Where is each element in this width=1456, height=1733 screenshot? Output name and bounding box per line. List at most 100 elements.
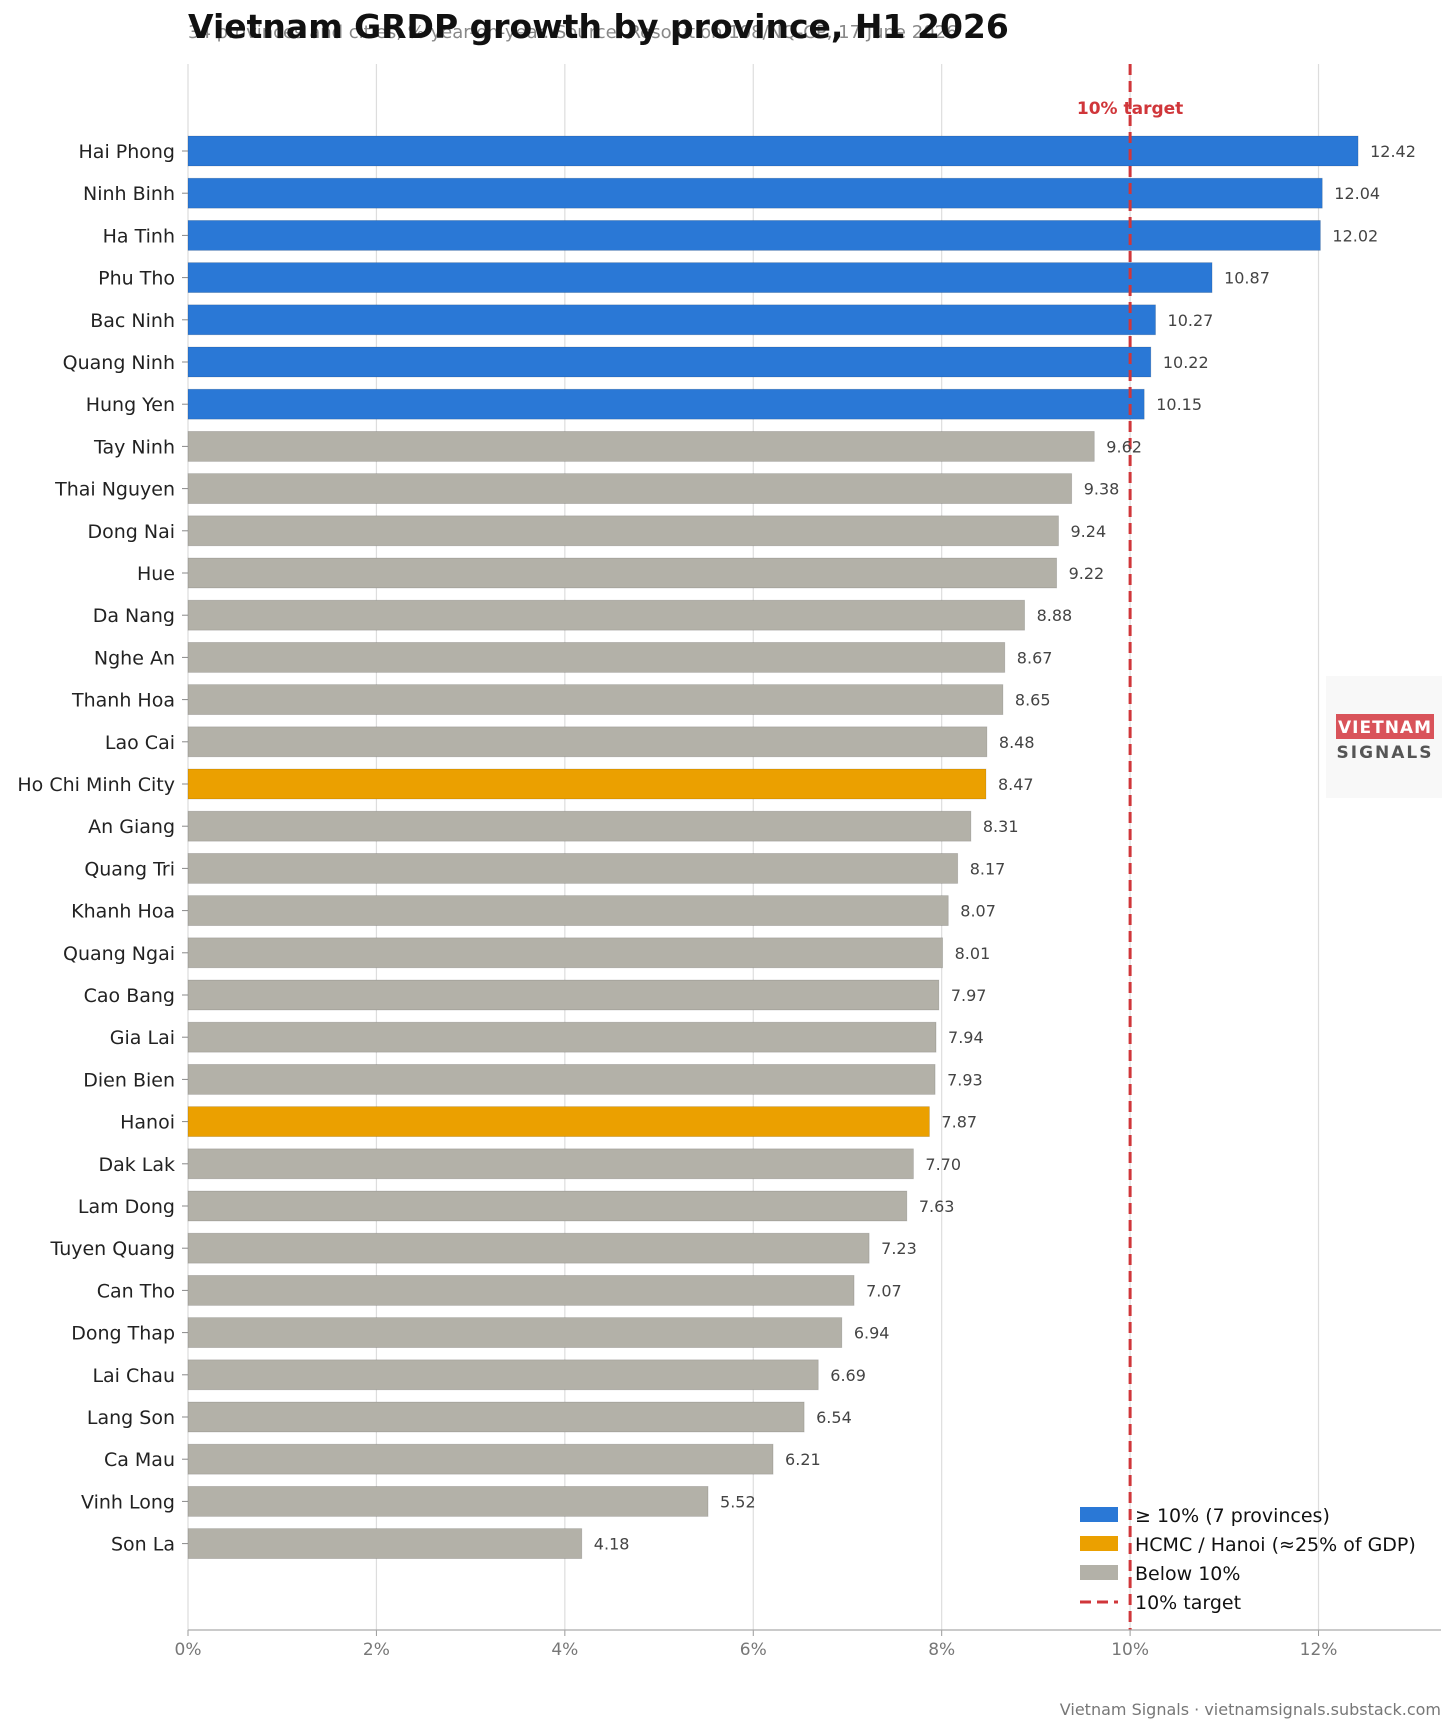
value-label: 9.38 xyxy=(1084,480,1120,499)
category-label: Vinh Long xyxy=(81,1491,175,1513)
bar xyxy=(187,515,1059,547)
value-label: 5.52 xyxy=(720,1492,756,1511)
category-label: Lam Dong xyxy=(78,1196,175,1218)
category-label: Dien Bien xyxy=(83,1069,175,1091)
value-label: 8.47 xyxy=(998,775,1034,794)
category-label: Gia Lai xyxy=(110,1027,175,1049)
value-label: 12.02 xyxy=(1332,226,1378,245)
category-label: Ha Tinh xyxy=(103,225,175,247)
bar xyxy=(187,642,1006,673)
value-label: 12.04 xyxy=(1334,184,1380,203)
bar xyxy=(187,304,1156,336)
category-label: Hai Phong xyxy=(79,141,175,163)
category-label: Da Nang xyxy=(93,605,175,627)
bar xyxy=(187,810,972,842)
bar xyxy=(187,388,1145,420)
bar xyxy=(187,1021,937,1053)
value-label: 6.69 xyxy=(830,1366,866,1385)
category-label: Thanh Hoa xyxy=(71,690,175,712)
category-label: Tay Ninh xyxy=(93,436,175,458)
x-tick-label: 2% xyxy=(363,1640,390,1660)
bar xyxy=(187,853,959,884)
category-label: Son La xyxy=(111,1534,175,1556)
bars xyxy=(187,135,1359,1559)
x-tick-label: 0% xyxy=(175,1640,202,1660)
value-label: 9.62 xyxy=(1106,437,1142,456)
value-label: 8.07 xyxy=(960,902,996,921)
bar xyxy=(187,1106,930,1137)
category-label: Quang Ngai xyxy=(63,943,175,965)
value-label: 7.63 xyxy=(919,1197,955,1216)
value-label: 7.23 xyxy=(881,1239,917,1258)
logo-badge xyxy=(1336,714,1434,739)
bar xyxy=(187,557,1058,589)
bar xyxy=(187,768,987,800)
bar xyxy=(187,1359,819,1391)
bar xyxy=(187,684,1004,715)
bar xyxy=(187,726,988,758)
category-label: Hanoi xyxy=(120,1112,175,1134)
x-tick-label: 6% xyxy=(740,1640,767,1660)
value-label: 8.88 xyxy=(1037,606,1073,625)
value-label: 9.22 xyxy=(1069,564,1105,583)
value-label: 7.93 xyxy=(947,1070,983,1089)
x-tick-label: 12% xyxy=(1300,1640,1338,1660)
value-label: 10.15 xyxy=(1156,395,1202,414)
bar xyxy=(187,346,1152,378)
bar xyxy=(187,979,940,1011)
category-label: Hue xyxy=(137,563,175,585)
target-label: 10% target xyxy=(1077,99,1183,119)
bar xyxy=(187,1486,709,1517)
logo-line2: SIGNALS xyxy=(1337,743,1434,763)
bar xyxy=(187,1443,774,1475)
bar xyxy=(187,473,1073,505)
value-label: 7.87 xyxy=(941,1113,977,1132)
value-label: 8.31 xyxy=(983,817,1019,836)
value-label: 7.07 xyxy=(866,1281,902,1300)
bar xyxy=(187,599,1025,631)
category-label: Tuyen Quang xyxy=(49,1238,175,1260)
bar xyxy=(187,262,1213,294)
x-tick-label: 4% xyxy=(551,1640,578,1660)
legend-swatch xyxy=(1080,1536,1118,1551)
bar xyxy=(187,895,949,926)
legend-label: HCMC / Hanoi (≈25% of GDP) xyxy=(1135,1534,1416,1556)
footer-credit: Vietnam Signals · vietnamsignals.substac… xyxy=(1060,1700,1441,1719)
value-label: 10.22 xyxy=(1163,353,1209,372)
value-label: 10.27 xyxy=(1168,311,1214,330)
bar xyxy=(187,937,944,969)
category-label: Quang Ninh xyxy=(63,352,175,374)
x-tick-label: 8% xyxy=(928,1640,955,1660)
bar xyxy=(187,1401,805,1433)
category-label: Lang Son xyxy=(87,1407,175,1429)
category-label: Lai Chau xyxy=(92,1365,175,1387)
category-label: Dong Nai xyxy=(87,521,175,543)
bar xyxy=(187,430,1095,462)
category-label: Khanh Hoa xyxy=(71,901,175,923)
value-label: 6.94 xyxy=(854,1324,890,1343)
legend-label: Below 10% xyxy=(1135,1563,1240,1585)
value-label: 6.21 xyxy=(785,1450,821,1469)
target-line-group: 10% target xyxy=(1077,64,1183,1630)
labels: Hai Phong 12.42 Ninh Binh 12.04 Ha Tinh 12.02… xyxy=(17,141,1416,1556)
category-label: Ho Chi Minh City xyxy=(17,774,175,796)
category-label: An Giang xyxy=(88,816,175,838)
bar xyxy=(187,135,1359,167)
category-label: Dong Thap xyxy=(71,1323,175,1345)
legend-label: 10% target xyxy=(1135,1592,1241,1614)
x-tick-label: 10% xyxy=(1111,1640,1149,1660)
value-label: 8.48 xyxy=(999,733,1035,752)
x-axis: 0% 2% 4% 6% 8% 10% 12% xyxy=(175,1629,1441,1660)
value-label: 7.97 xyxy=(951,986,987,1005)
vietnam-signals-logo: VIETNAM SIGNALS xyxy=(1326,676,1442,798)
value-label: 8.17 xyxy=(970,859,1006,878)
value-label: 12.42 xyxy=(1370,142,1416,161)
value-label: 9.24 xyxy=(1071,522,1107,541)
bar xyxy=(187,1275,855,1306)
bar xyxy=(187,177,1323,209)
bar xyxy=(187,1190,908,1222)
legend-swatch xyxy=(1080,1507,1118,1522)
bar xyxy=(187,1064,936,1095)
category-label: Thai Nguyen xyxy=(54,479,175,501)
